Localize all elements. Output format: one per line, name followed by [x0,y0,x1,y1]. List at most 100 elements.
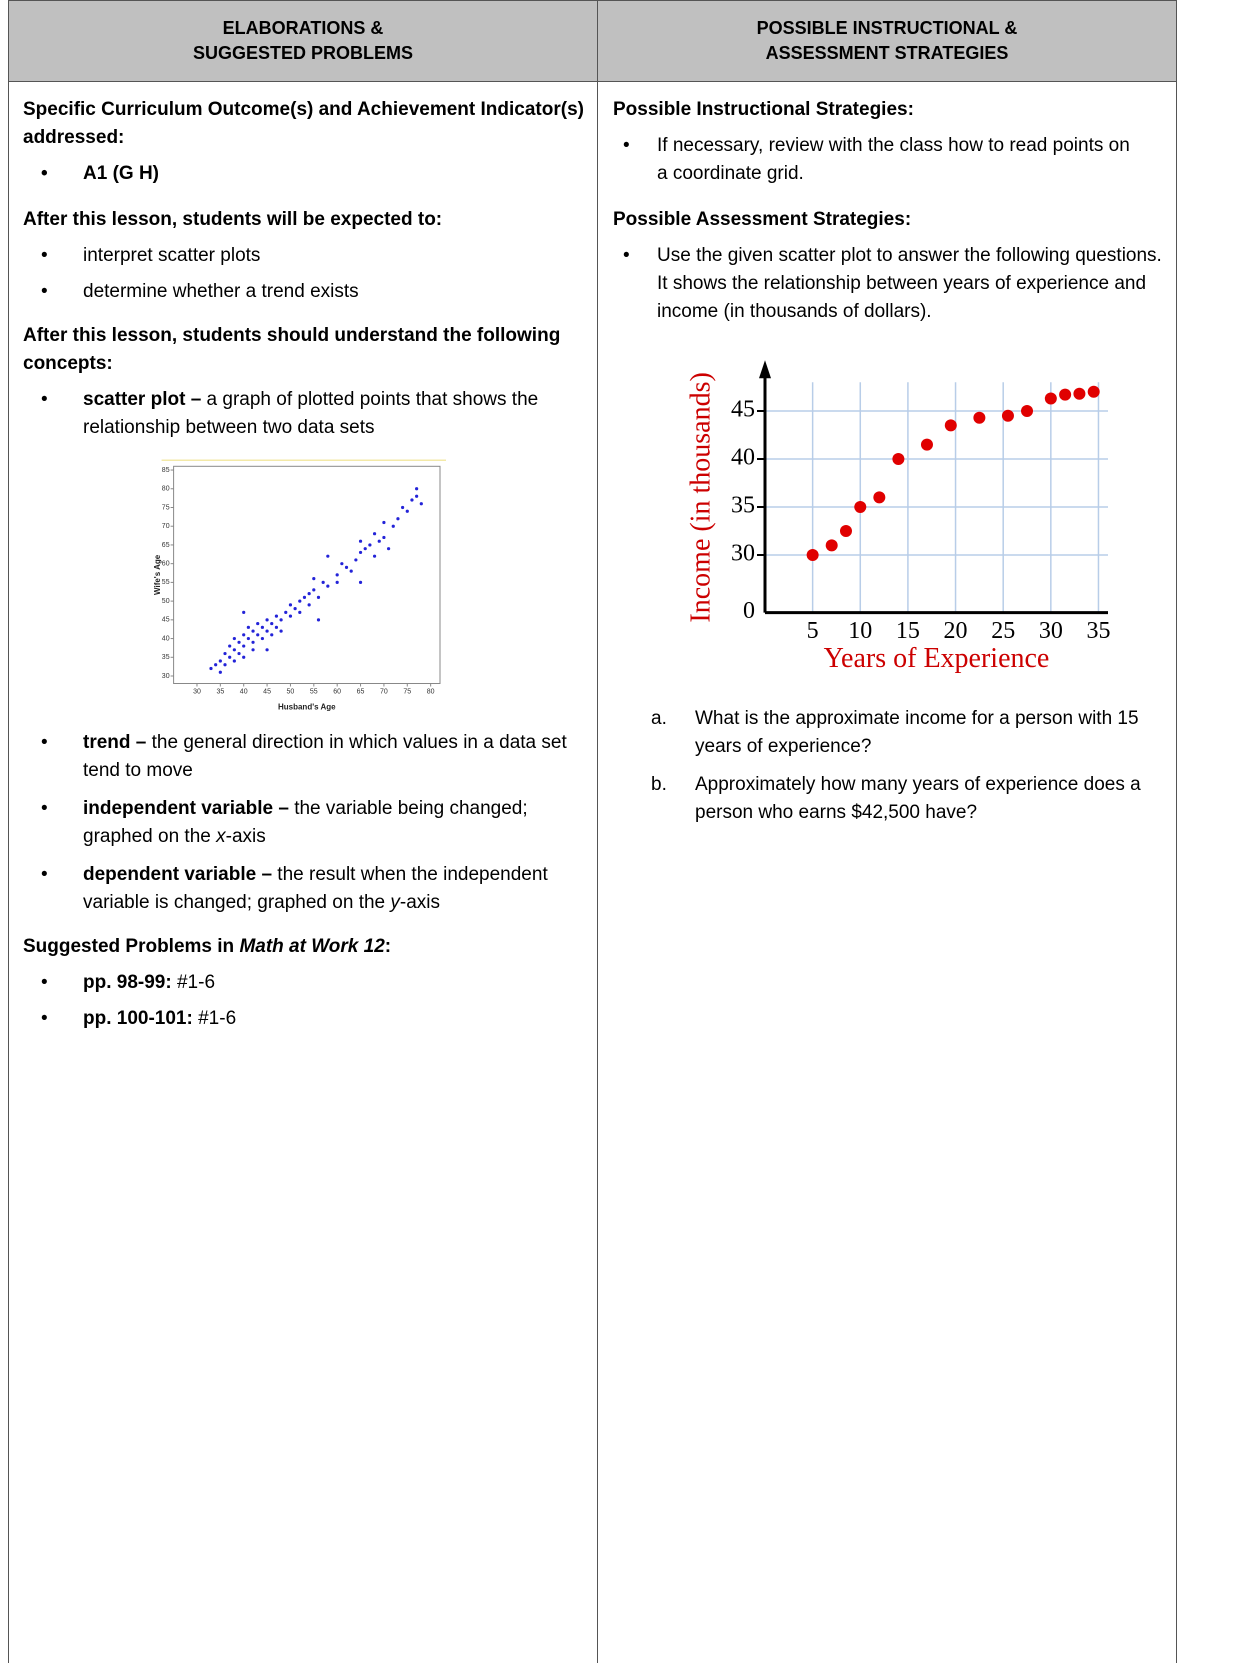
question-text: What is the approximate income for a per… [695,708,1139,757]
point [218,659,222,663]
x-tick-label: 70 [380,688,388,695]
term: dependent variable – [83,864,273,885]
x-tick-label: 40 [240,688,248,695]
point [349,569,353,573]
y-tick-label: 35 [162,654,170,661]
x-tick-label: 75 [403,688,411,695]
point [1021,405,1034,417]
definition: the variable being changed; graphed on t… [83,798,528,847]
point [293,607,297,611]
question-letter: a. [651,708,667,729]
point [873,491,886,504]
y-axis-title: Wife's Age [153,554,162,595]
x-tick-label: 50 [287,688,295,695]
question-text: Approximately how many years of experien… [695,774,1141,823]
point [825,539,838,552]
term: trend – [83,732,147,753]
x-tick-label: 25 [991,618,1015,644]
point [307,603,311,607]
point [419,502,423,506]
point [1087,385,1100,398]
y-axis-title: Income (in thousands) [685,372,716,622]
point [256,621,260,626]
point [326,554,330,558]
section-heading: Possible Assessment Strategies: [613,209,912,230]
y-tick-label: 35 [731,493,755,519]
point [854,501,867,513]
y-tick-label: 75 [162,504,170,511]
point [312,588,316,592]
y-tick-label: 30 [162,673,170,680]
point [265,648,269,652]
point [382,520,386,525]
left-column: Specific Curriculum Outcome(s) and Achie… [8,82,598,1663]
point [316,618,321,622]
x-tick-label: 35 [216,688,224,695]
point [973,411,986,424]
point [335,573,339,577]
point [251,648,255,652]
bullet: independent variable – the variable bein… [23,795,585,851]
items: #1-6 [176,972,216,993]
section-heading: Suggested Problems in Math at Work 12: [23,933,585,961]
x-axis-title: Husband's Age [278,703,336,712]
point [354,558,358,562]
point [1059,388,1072,401]
point [806,549,819,561]
point [265,618,269,622]
point [274,625,279,629]
section-heading: After this lesson, students will be expe… [23,209,443,230]
point [1044,392,1057,405]
plot-frame [173,465,441,684]
question: b. Approximately how many years of experi… [613,771,1176,827]
origin-label: 0 [743,598,755,624]
point [242,655,246,659]
point [246,625,250,629]
point [363,547,367,551]
section-heading: After this lesson, students should under… [23,325,561,374]
term: independent variable – [83,798,289,819]
x-axis-title: Years of Experience [824,643,1050,674]
point [242,644,246,648]
section-heading: Possible Instructional Strategies: [613,99,914,120]
header-line: ASSESSMENT STRATEGIES [765,43,1009,63]
point [391,524,395,528]
x-tick-label: 80 [427,688,435,695]
point [312,577,316,581]
point [368,543,372,547]
point [372,532,377,536]
point [415,487,419,491]
point [237,651,241,656]
point [396,517,400,521]
header-line: ELABORATIONS & [222,18,384,38]
point [386,547,391,551]
scatter-chart: 5 10 15 20 25 30 35 30 35 40 45 0 Years of Experienc… [685,360,1110,674]
point [260,636,264,641]
point [307,592,311,596]
y-tick-label: 40 [731,445,755,471]
point [209,666,213,671]
point [228,655,232,659]
point [265,629,269,633]
point [839,525,852,537]
question: a. What is the approximate income for a p… [613,705,1176,761]
point [340,562,344,566]
definition: a graph of plotted points that shows the… [83,389,539,438]
point [232,659,236,663]
y-tick-label: 55 [162,579,170,586]
point [405,509,409,513]
point [321,580,325,584]
point [228,644,232,648]
scatter-chart: 30 35 40 45 50 55 60 65 70 75 80 30 35 40 45 50 55 60 65 70… [153,459,446,712]
x-tick-label: 35 [1086,618,1110,644]
point [326,584,330,588]
point [232,636,236,641]
header-right: POSSIBLE INSTRUCTIONAL & ASSESSMENT STRA… [597,0,1177,82]
point [270,621,274,626]
point [246,636,250,641]
heading-part: Suggested Problems in [23,936,240,957]
point [358,580,363,584]
heading-part: : [384,936,392,957]
pages: pp. 98-99: [83,972,172,993]
point [298,599,302,603]
